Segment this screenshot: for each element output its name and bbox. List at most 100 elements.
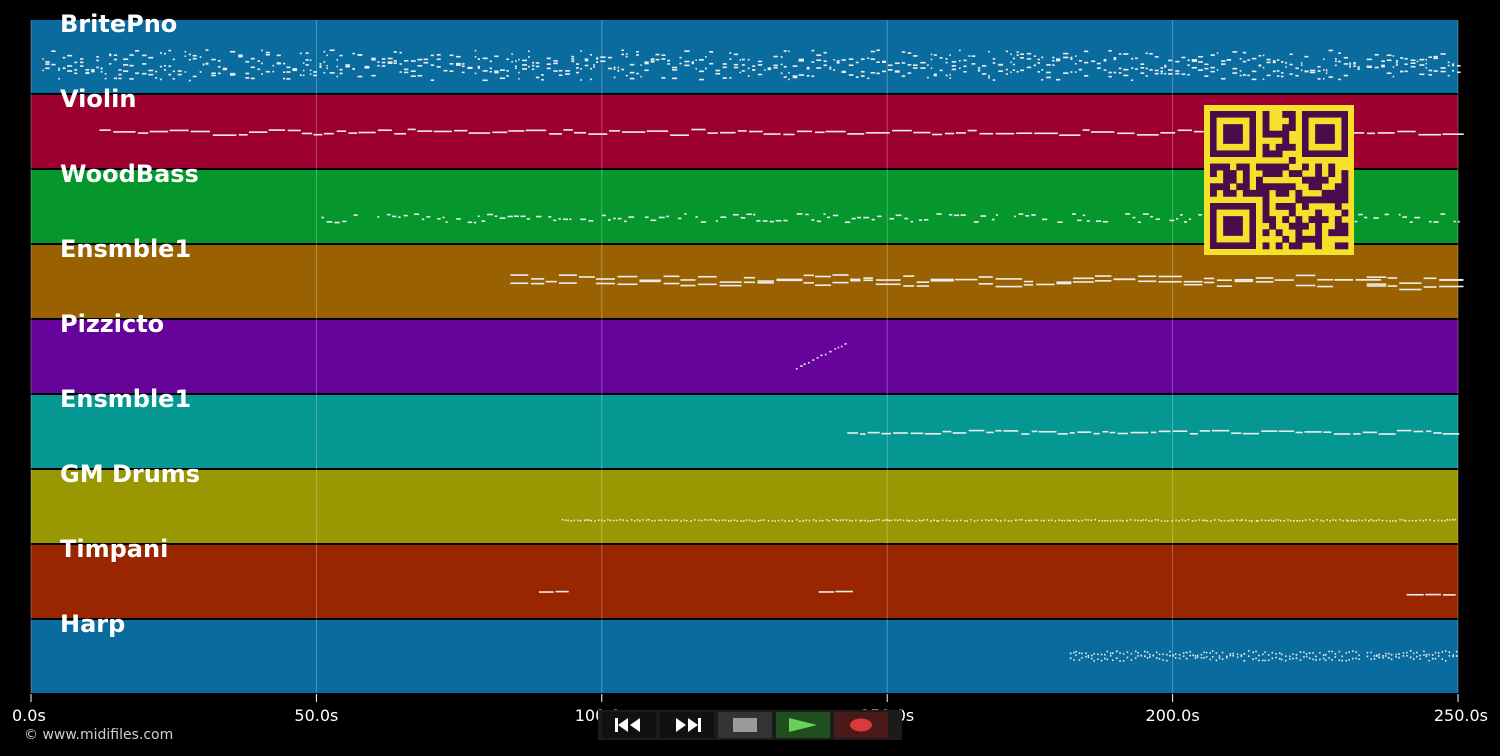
midi-note — [1020, 69, 1024, 72]
midi-note — [1455, 650, 1458, 653]
midi-note — [1189, 432, 1198, 435]
midi-note — [1296, 520, 1298, 522]
midi-note — [1010, 61, 1012, 64]
midi-note — [541, 78, 544, 81]
midi-note — [655, 53, 660, 56]
midi-note — [1103, 58, 1107, 61]
midi-note — [903, 275, 915, 277]
midi-note — [722, 66, 727, 69]
midi-note — [630, 519, 633, 521]
midi-note — [835, 590, 853, 593]
midi-note — [109, 54, 112, 57]
midi-note — [695, 216, 698, 218]
midi-note — [1367, 132, 1376, 135]
track-name-label: Timpani — [60, 535, 168, 563]
midi-note — [364, 66, 370, 69]
midi-note — [578, 276, 595, 278]
midi-note — [1084, 75, 1089, 77]
midi-note — [1026, 58, 1032, 60]
midi-note — [477, 67, 481, 69]
midi-note — [1239, 74, 1242, 77]
midi-note — [1078, 68, 1082, 71]
midi-note — [1457, 220, 1460, 223]
midi-note — [894, 71, 900, 73]
midi-note — [443, 69, 448, 72]
midi-note — [142, 72, 147, 75]
midi-note — [1392, 520, 1394, 522]
midi-note — [826, 216, 831, 219]
midi-note — [1191, 520, 1194, 522]
midi-note — [773, 66, 778, 69]
midi-note — [1063, 52, 1069, 55]
midi-note — [1402, 216, 1407, 218]
midi-note — [683, 519, 685, 521]
midi-note — [1289, 658, 1291, 660]
midi-note — [848, 74, 854, 76]
midi-note — [1243, 653, 1246, 655]
midi-note — [1364, 519, 1367, 521]
midi-note — [1409, 656, 1412, 659]
midi-note — [461, 65, 465, 68]
midi-note — [1304, 519, 1307, 521]
midi-note — [1135, 57, 1138, 60]
rewind-button[interactable] — [602, 712, 656, 738]
midi-note — [1440, 53, 1446, 55]
midi-note — [149, 130, 169, 133]
midi-note — [722, 77, 727, 79]
midi-note — [818, 591, 835, 593]
midi-note — [875, 279, 901, 281]
record-button[interactable] — [834, 712, 888, 738]
track-name-label: Violin — [60, 85, 136, 113]
midi-note — [113, 131, 136, 133]
midi-note — [960, 519, 962, 522]
midi-note — [1378, 519, 1380, 521]
midi-note — [51, 50, 56, 52]
midi-note — [1042, 218, 1048, 221]
midi-note — [1078, 60, 1082, 62]
midi-note — [1236, 656, 1239, 659]
midi-note — [1338, 650, 1341, 653]
midi-note — [660, 519, 663, 522]
midi-note — [863, 216, 870, 219]
play-button[interactable] — [776, 712, 830, 738]
midi-note — [825, 519, 828, 521]
midi-note — [1348, 651, 1350, 653]
midi-note — [393, 62, 397, 65]
midi-note — [381, 61, 386, 64]
midi-note — [404, 59, 409, 62]
midi-note — [1358, 213, 1363, 216]
midi-note — [1072, 519, 1074, 522]
midi-note — [1063, 72, 1069, 74]
midi-note — [1429, 519, 1431, 521]
midi-note — [639, 279, 661, 282]
midi-note — [1315, 659, 1317, 661]
midi-note — [1177, 129, 1192, 132]
midi-note — [391, 215, 397, 218]
midi-note — [733, 519, 736, 521]
fast-forward-button[interactable] — [660, 712, 714, 738]
midi-note — [272, 64, 275, 67]
midi-note — [798, 58, 804, 61]
midi-note — [257, 68, 261, 71]
midi-note — [842, 519, 845, 521]
midi-note — [729, 77, 732, 79]
midi-note — [1150, 215, 1153, 218]
midi-note — [514, 60, 517, 62]
midi-note — [607, 56, 613, 59]
midi-note — [1234, 280, 1254, 283]
midi-note — [645, 216, 649, 219]
midi-note — [342, 220, 347, 223]
midi-note — [1055, 78, 1061, 81]
midi-note — [978, 276, 993, 278]
midi-note — [1149, 656, 1151, 658]
stop-button[interactable] — [718, 712, 772, 738]
midi-note — [564, 519, 567, 521]
midi-note — [1426, 430, 1432, 433]
midi-note — [436, 66, 441, 68]
midi-note — [1386, 72, 1392, 75]
midi-note — [816, 54, 822, 56]
midi-note — [1117, 432, 1128, 435]
midi-note — [184, 71, 187, 73]
midi-note — [1277, 519, 1280, 521]
midi-note — [1140, 66, 1145, 69]
